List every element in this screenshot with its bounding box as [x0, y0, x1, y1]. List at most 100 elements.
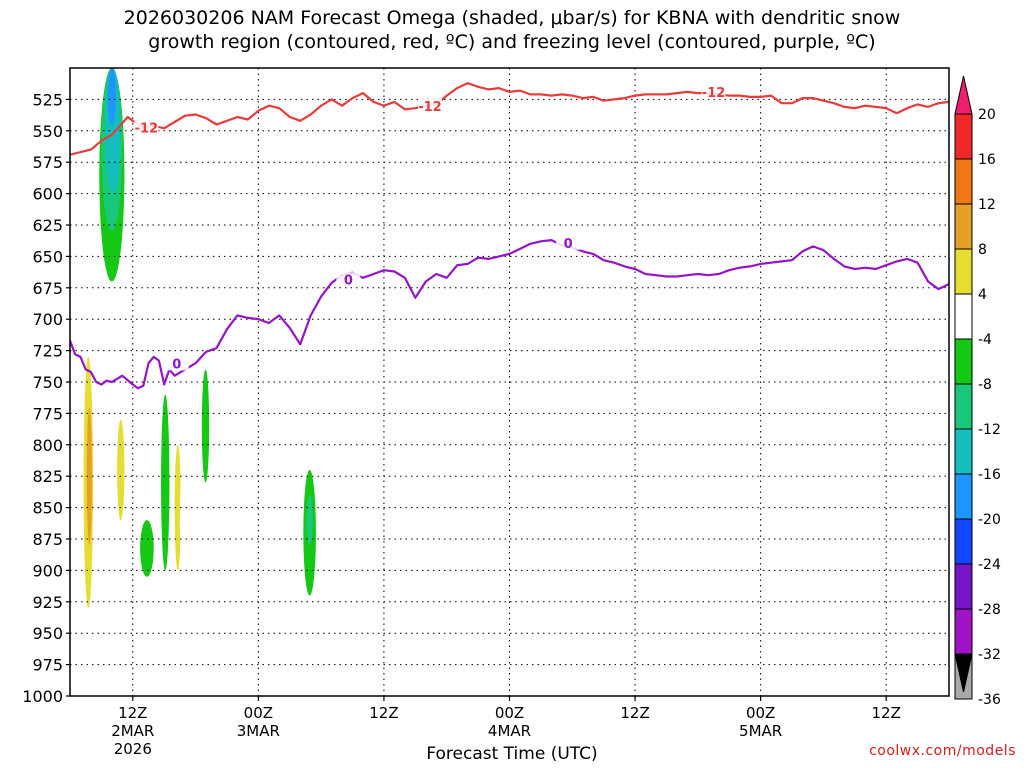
colorbar-segment: [954, 518, 973, 565]
omega-region: [616, 520, 627, 540]
dgz-contour-label-bg: [701, 85, 726, 100]
dgz-contour-label: -12: [702, 86, 726, 101]
omega-region: [917, 457, 922, 508]
colorbar-label: -24: [978, 557, 1001, 573]
omega-region: [383, 520, 393, 540]
x-tick-label: 12Z: [620, 704, 649, 722]
omega-region: [86, 407, 92, 546]
dgz-contour: [70, 82, 949, 156]
colorbar-label: -28: [978, 602, 1001, 618]
colorbar-label: -4: [978, 332, 992, 348]
omega-region: [395, 162, 399, 219]
omega-region: [352, 388, 363, 439]
fzl-contour-label: 0: [172, 357, 181, 372]
omega-region: [130, 68, 137, 119]
y-tick-label: 825: [32, 467, 63, 486]
colorbar-segment: [954, 203, 973, 250]
y-tick-label: 600: [32, 185, 63, 204]
x-tick-date: 5MAR: [739, 722, 782, 740]
omega-region: [179, 444, 191, 602]
fzl-contour-label-bg: [556, 235, 581, 250]
chart-title-line-2: growth region (contoured, red, ºC) and f…: [148, 31, 876, 53]
omega-region: [140, 520, 154, 577]
colorbar-segment: [954, 428, 973, 475]
colorbar-segment: [954, 383, 973, 430]
x-tick-label: 12Z: [369, 704, 398, 722]
chart-title-line-1: 2026030206 NAM Forecast Omega (shaded, μ…: [123, 7, 901, 29]
y-tick-label: 650: [32, 247, 63, 266]
fzl-contour-label-bg: [164, 356, 189, 371]
x-tick-label: 12Z: [872, 704, 901, 722]
x-tick-label: 00Z: [244, 704, 273, 722]
colorbar-label: -16: [978, 467, 1001, 483]
x-tick-year: 2026: [114, 740, 152, 758]
y-tick-label: 575: [32, 153, 63, 172]
fzl-contour-label-bg: [336, 272, 361, 287]
omega-region: [107, 68, 117, 125]
colorbar-segment: [954, 563, 973, 610]
omega-region: [170, 218, 186, 320]
freezing-level-contour: [70, 239, 949, 390]
colorbar-segment: [954, 473, 973, 520]
x-tick-date: 2MAR: [111, 722, 154, 740]
omega-shading: [72, 68, 941, 659]
y-tick-label: 700: [32, 310, 63, 329]
omega-region: [161, 394, 170, 571]
y-tick-label: 950: [32, 624, 63, 643]
y-tick-label: 625: [32, 216, 63, 235]
colorbar-segment: [954, 338, 973, 385]
omega-region: [117, 419, 125, 521]
colorbar-label: 4: [978, 287, 987, 303]
colorbar-segment: [954, 113, 973, 160]
y-tick-label: 925: [32, 593, 63, 612]
colorbar-label: 20: [978, 107, 996, 123]
dgz-contour-label-bg: [417, 98, 442, 113]
colorbar-segment: [954, 158, 973, 205]
omega-region: [261, 306, 275, 395]
omega-region: [129, 419, 136, 583]
y-tick-label: 775: [32, 404, 63, 423]
y-tick-label: 750: [32, 373, 63, 392]
dgz-contour-label-bg: [134, 120, 159, 135]
colorbar-bottom-triangle: [954, 653, 973, 693]
contour-lines: -12 -12 -12 0 0 0: [70, 82, 949, 390]
dgz-contour-label: -12: [135, 121, 159, 136]
x-tick-label: 00Z: [495, 704, 524, 722]
x-tick-date: 3MAR: [237, 722, 280, 740]
colorbar-label: 16: [978, 152, 996, 168]
colorbar-segment: [954, 608, 973, 655]
colorbar-label: -20: [978, 512, 1001, 528]
omega-region: [258, 394, 285, 546]
y-tick-label: 550: [32, 122, 63, 141]
omega-region: [602, 394, 610, 508]
y-tick-label: 675: [32, 279, 63, 298]
omega-region: [563, 520, 575, 590]
colorbar-label: -32: [978, 647, 1001, 663]
colorbar-label: 8: [978, 242, 987, 258]
credit-text: coolwx.com/models: [869, 743, 1016, 759]
y-tick-label: 800: [32, 436, 63, 455]
y-tick-label: 900: [32, 561, 63, 580]
y-axis: 525 550 575 600 625 650 675 700 725 750 775 800 825 8…: [22, 90, 70, 706]
y-tick-label: 875: [32, 530, 63, 549]
colorbar-label: 12: [978, 197, 996, 213]
colorbar-label: -8: [978, 377, 992, 393]
omega-region: [345, 495, 356, 533]
colorbar-segment: [954, 293, 973, 340]
omega-region: [306, 495, 313, 546]
y-tick-label: 525: [32, 90, 63, 109]
colorbar-top-triangle: [954, 75, 973, 115]
x-axis-title: Forecast Time (UTC): [426, 744, 598, 764]
omega-region: [433, 482, 438, 577]
omega-region: [72, 168, 85, 464]
dgz-contour-label: -12: [418, 100, 442, 115]
y-tick-label: 975: [32, 656, 63, 675]
fzl-contour-label: 0: [564, 237, 573, 252]
colorbar-label: -12: [978, 422, 1001, 438]
y-tick-label: 725: [32, 342, 63, 361]
colorbar: 20 16 12 8 4 -4 -8 -12 -16 -20 -24 -28 -32 -36: [954, 75, 1001, 708]
x-tick-label: 00Z: [746, 704, 775, 722]
y-tick-label: 1000: [22, 687, 63, 706]
